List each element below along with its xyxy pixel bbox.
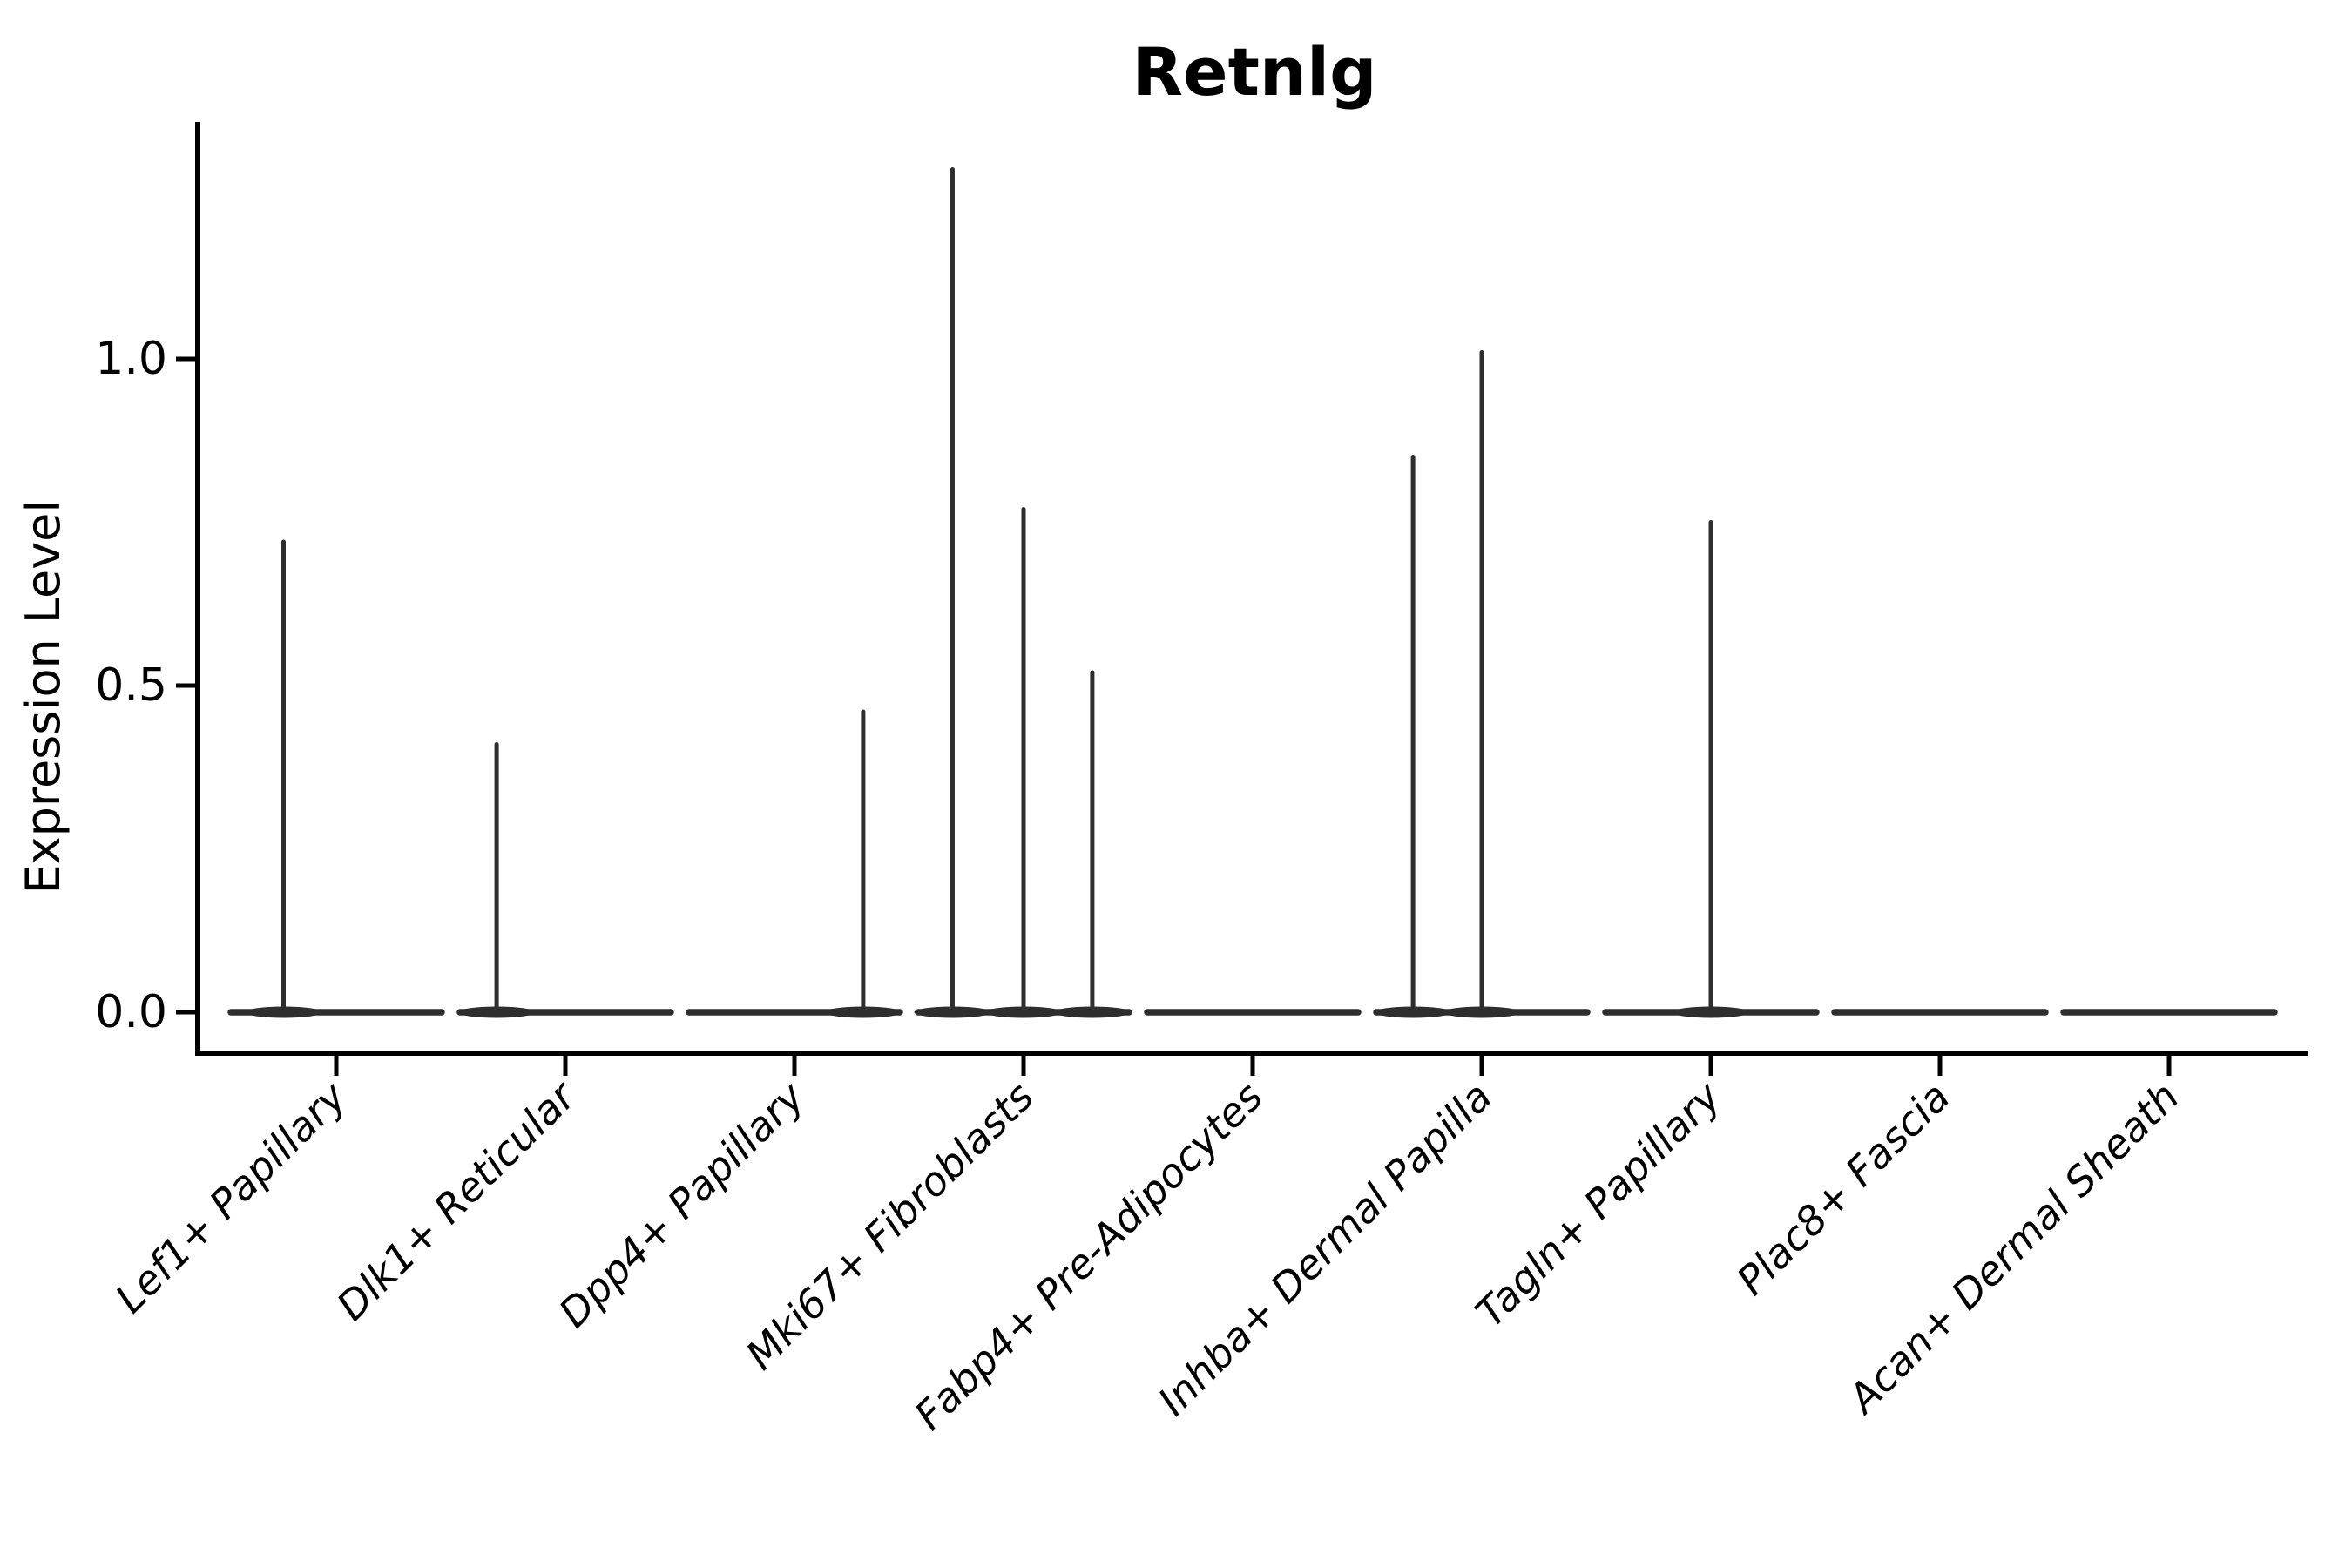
x-tick-label: Tagln+ Papillary: [1466, 1072, 1730, 1336]
y-tick-label: 0.5: [95, 659, 167, 712]
y-axis-label: Expression Level: [16, 500, 71, 895]
x-tick-label: Dpp4+ Papillary: [550, 1072, 814, 1336]
x-tick-label: Dlk1+ Reticular: [328, 1071, 586, 1329]
y-tick-label: 0.0: [95, 986, 167, 1038]
x-tick-label: Plac8+ Fascia: [1727, 1073, 1958, 1304]
y-tick-label: 1.0: [95, 333, 167, 385]
plot-title: Retnlg: [1132, 33, 1377, 111]
x-tick-label: Lef1+ Papillary: [106, 1072, 355, 1321]
